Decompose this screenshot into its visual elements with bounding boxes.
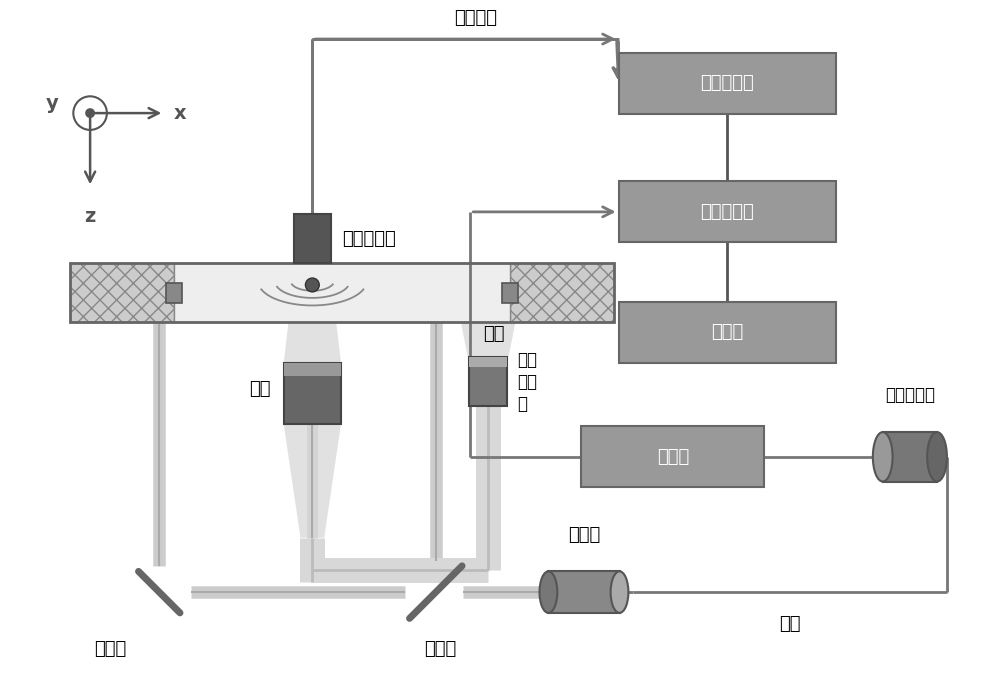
Bar: [469, 357, 507, 407]
Ellipse shape: [927, 432, 947, 482]
Bar: [469, 357, 507, 367]
Bar: [294, 214, 331, 263]
Text: 光纤: 光纤: [779, 615, 801, 633]
Text: 数据采集卡: 数据采集卡: [700, 203, 754, 221]
Bar: [619, 53, 836, 114]
Bar: [70, 263, 174, 323]
Text: y: y: [46, 94, 59, 113]
Bar: [510, 263, 614, 323]
Text: 触发: 触发: [483, 326, 505, 343]
Text: 信号放大器: 信号放大器: [700, 74, 754, 92]
Text: 光声信号: 光声信号: [454, 9, 497, 27]
Text: z: z: [84, 207, 96, 226]
Bar: [166, 283, 182, 302]
Text: x: x: [174, 104, 187, 122]
Text: 物镜: 物镜: [249, 379, 271, 398]
Circle shape: [305, 278, 319, 292]
Polygon shape: [284, 424, 341, 538]
Bar: [619, 181, 836, 242]
Bar: [70, 263, 614, 323]
Ellipse shape: [611, 571, 628, 613]
Bar: [502, 283, 518, 302]
Text: 反射镜: 反射镜: [94, 640, 126, 657]
Bar: [619, 302, 836, 363]
Circle shape: [85, 108, 95, 118]
Ellipse shape: [873, 432, 893, 482]
Text: 激光器: 激光器: [657, 448, 689, 466]
Text: 超声换能器: 超声换能器: [342, 230, 396, 248]
Text: 光纤耦合器: 光纤耦合器: [885, 386, 935, 405]
Bar: [174, 263, 510, 323]
Bar: [581, 426, 764, 487]
Bar: [548, 571, 620, 613]
Bar: [284, 363, 341, 376]
Bar: [284, 363, 341, 424]
Ellipse shape: [540, 571, 557, 613]
Text: 准直镜: 准直镜: [568, 526, 600, 544]
Text: 计算机: 计算机: [711, 323, 743, 342]
Text: 光电
二极
管: 光电 二极 管: [517, 351, 537, 413]
Text: 分光镜: 分光镜: [425, 640, 457, 657]
Polygon shape: [284, 321, 341, 363]
Bar: [883, 432, 937, 482]
Polygon shape: [460, 321, 516, 365]
